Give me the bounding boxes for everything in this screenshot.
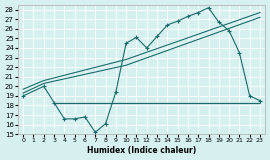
X-axis label: Humidex (Indice chaleur): Humidex (Indice chaleur) bbox=[87, 146, 196, 155]
